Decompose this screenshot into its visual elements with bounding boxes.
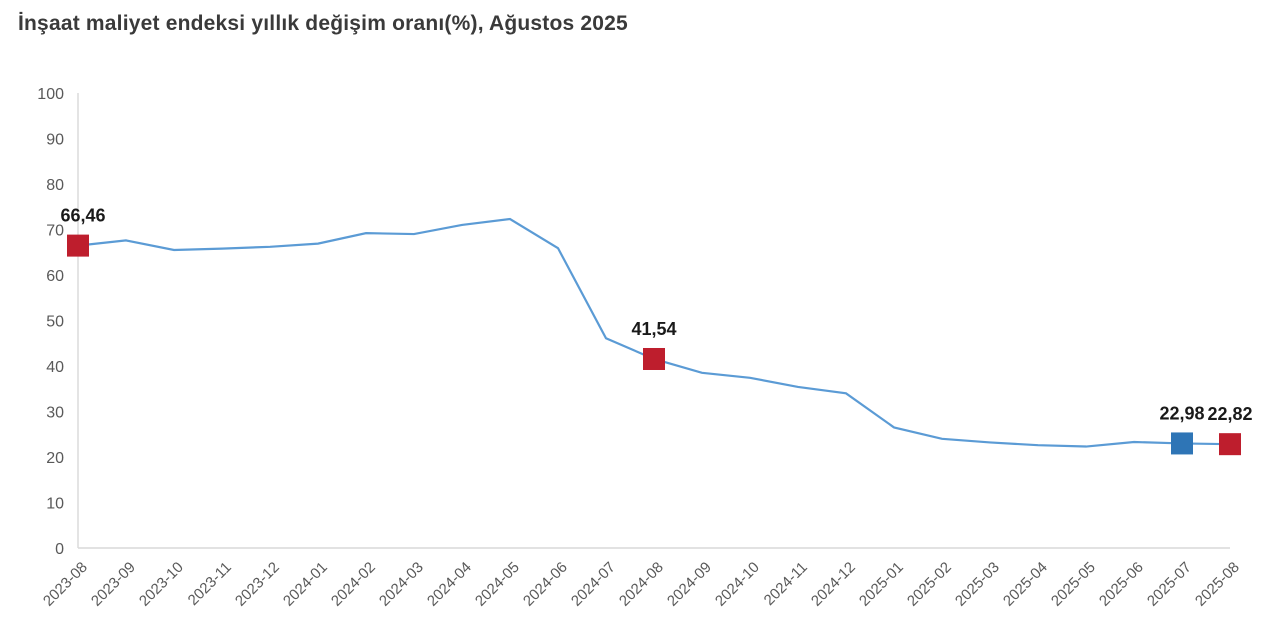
data-marker-2023-08 [67,234,89,257]
x-tick-label: 2024-11 [761,559,811,609]
y-tick-label: 50 [46,314,64,331]
y-tick-label: 10 [46,496,64,513]
x-tick-label: 2024-10 [712,559,763,610]
x-tick-label: 2023-08 [40,559,91,610]
x-tick-label: 2023-10 [136,559,187,610]
x-tick-label: 2025-04 [1000,559,1051,610]
x-tick-label: 2025-07 [1144,559,1195,610]
x-tick-label: 2024-01 [280,559,331,610]
y-tick-label: 60 [46,268,64,285]
point-label-2023-08: 66,46 [60,206,105,226]
x-tick-label: 2024-05 [472,559,523,610]
point-label-2024-08: 41,54 [631,319,676,339]
x-tick-label: 2024-06 [520,559,571,610]
y-tick-label: 80 [46,177,64,194]
x-tick-label: 2025-05 [1048,559,1099,610]
x-tick-label: 2025-02 [904,559,955,610]
data-marker-2025-07 [1171,432,1193,455]
x-tick-label: 2024-12 [808,559,859,610]
x-tick-label: 2024-09 [664,559,715,610]
y-tick-label: 90 [46,132,64,149]
data-marker-2024-08 [643,347,665,370]
x-tick-label: 2023-12 [232,559,283,610]
x-tick-label: 2023-09 [88,559,139,610]
y-tick-label: 0 [55,541,64,558]
y-tick-label: 70 [46,223,64,240]
x-tick-label: 2023-11 [185,559,235,609]
x-tick-label: 2025-06 [1096,559,1147,610]
x-tick-label: 2024-04 [424,559,475,610]
y-tick-label: 30 [46,405,64,422]
x-tick-label: 2025-08 [1192,559,1243,610]
chart-title: İnşaat maliyet endeksi yıllık değişim or… [18,12,628,35]
x-tick-label: 2025-03 [952,559,1003,610]
x-tick-label: 2025-01 [856,559,907,610]
x-tick-label: 2024-03 [376,559,427,610]
y-tick-label: 20 [46,450,64,467]
x-tick-label: 2024-02 [328,559,379,610]
y-tick-label: 40 [46,359,64,376]
x-tick-label: 2024-08 [616,559,667,610]
x-tick-label: 2024-07 [568,559,619,610]
point-label-2025-07: 22,98 [1159,403,1204,423]
y-tick-label: 100 [37,86,64,103]
data-marker-2025-08 [1219,433,1241,456]
point-label-2025-08: 22,82 [1207,404,1252,424]
